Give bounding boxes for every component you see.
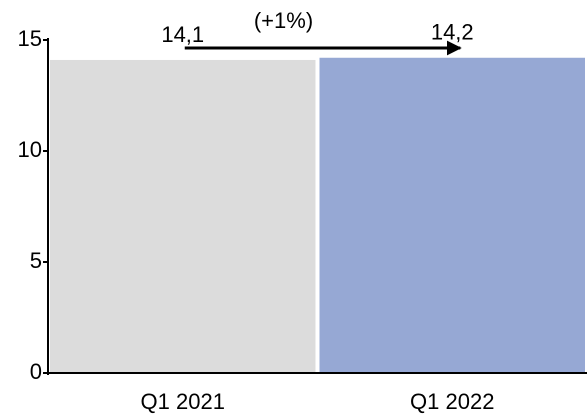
bar [319,57,585,373]
y-tick-label: 5 [30,248,42,273]
annotation: (+1%) [254,8,313,33]
y-tick-label: 10 [18,137,42,162]
value-label: 14,1 [161,22,204,47]
y-tick-label: 0 [30,359,42,384]
y-tick-label: 15 [18,26,42,51]
value-label: 14,2 [431,20,474,45]
x-tick-label: Q1 2021 [141,389,225,414]
x-tick-label: Q1 2022 [410,389,494,414]
bar [50,59,316,373]
